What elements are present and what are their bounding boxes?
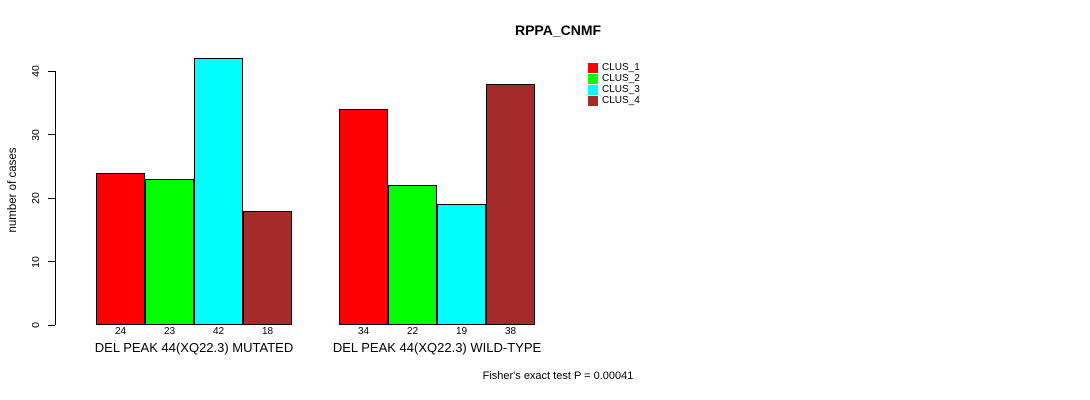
y-tick-label: 30 <box>29 128 42 141</box>
bar-value-label: 42 <box>212 326 225 337</box>
legend-row: CLUS_2 <box>588 73 640 84</box>
chart-title: RPPA_CNMF <box>514 22 602 38</box>
bar <box>145 178 194 325</box>
legend-row: CLUS_4 <box>588 95 640 106</box>
y-tick-mark <box>48 70 55 72</box>
legend-swatch <box>588 84 598 95</box>
bar-value-label: 34 <box>357 326 370 337</box>
bar <box>388 185 437 325</box>
legend-swatch <box>588 62 598 73</box>
group-label: DEL PEAK 44(XQ22.3) WILD-TYPE <box>332 340 542 355</box>
group-label: DEL PEAK 44(XQ22.3) MUTATED <box>94 340 294 355</box>
bar-value-label: 22 <box>406 326 419 337</box>
bar-value-label: 38 <box>504 326 517 337</box>
bar-value-label: 19 <box>455 326 468 337</box>
bar <box>339 109 388 325</box>
y-tick-mark <box>48 261 55 262</box>
bar <box>194 58 243 325</box>
y-tick-mark <box>48 197 55 199</box>
y-axis-line <box>55 71 56 325</box>
y-tick-label: 40 <box>29 65 42 77</box>
legend-swatch <box>588 73 598 84</box>
fisher-test-annotation: Fisher's exact test P = 0.00041 <box>482 370 634 382</box>
bar-value-label: 24 <box>114 326 127 337</box>
legend-row: CLUS_3 <box>588 84 640 95</box>
legend-label: CLUS_2 <box>602 73 640 84</box>
bar <box>486 83 535 325</box>
bar-value-label: 18 <box>261 326 274 337</box>
legend-row: CLUS_1 <box>588 62 640 73</box>
bar <box>96 172 145 325</box>
y-tick-label: 20 <box>29 192 42 204</box>
y-tick-mark <box>48 324 55 326</box>
y-tick-mark <box>48 134 55 135</box>
legend-label: CLUS_1 <box>602 62 640 73</box>
legend-label: CLUS_3 <box>602 84 640 95</box>
bar <box>437 204 486 325</box>
legend: CLUS_1 CLUS_2 CLUS_3 CLUS_4 <box>588 62 640 106</box>
legend-swatch <box>588 95 598 106</box>
bar-value-label: 23 <box>163 326 176 337</box>
y-axis-label: number of cases <box>7 147 19 233</box>
y-tick-label: 0 <box>29 322 42 328</box>
bar <box>243 210 292 325</box>
y-tick-label: 10 <box>29 255 42 268</box>
legend-label: CLUS_4 <box>602 95 640 106</box>
